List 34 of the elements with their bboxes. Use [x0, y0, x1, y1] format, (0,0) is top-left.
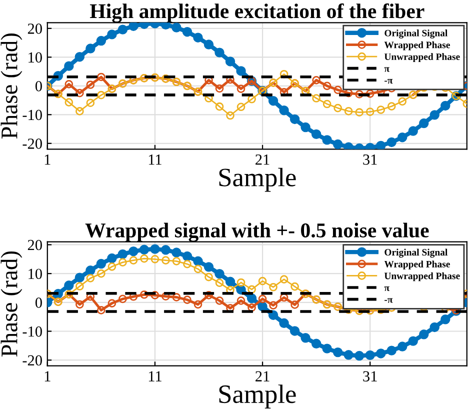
legend-label: Wrapped Phase: [384, 260, 450, 270]
x-axis-title: Sample: [219, 168, 296, 192]
x-tick-label: 21: [256, 154, 270, 165]
x-tick-label: 31: [363, 371, 377, 382]
y-tick-label: -20: [22, 355, 42, 366]
y-tick-label: 0: [35, 298, 42, 308]
x-tick-label: 31: [363, 154, 377, 165]
legend-label: Wrapped Phase: [384, 41, 450, 50]
ref-line-label: π: [384, 67, 390, 72]
y-tick-label: -10: [22, 110, 42, 120]
y-tick-label: 10: [28, 52, 42, 63]
x-tick-label: 11: [148, 371, 162, 382]
ref-line-label: π: [384, 286, 390, 292]
y-tick-label: -20: [22, 138, 42, 149]
y-tick-label: 0: [35, 81, 42, 92]
y-axis-title: Phase (rad): [0, 251, 22, 357]
x-tick-label: 11: [148, 154, 162, 165]
x-tick-label: 1: [44, 154, 50, 165]
legend-label: Original Signal: [384, 248, 448, 258]
legend-label: Unwrapped Phase: [384, 272, 460, 282]
y-tick-label: 20: [28, 240, 42, 250]
x-tick-label: 1: [44, 371, 50, 382]
y-tick-label: -10: [22, 326, 42, 337]
y-tick-label: 10: [28, 268, 42, 280]
legend-label: -π: [384, 298, 393, 303]
x-axis-title: Sample: [219, 384, 296, 409]
chart-title: Wrapped signal with +- 0.5 noise value: [85, 222, 429, 242]
chart-title: High amplitude excitation of the fiber: [90, 3, 424, 23]
y-tick-label: 20: [28, 24, 42, 34]
x-tick-label: 21: [256, 371, 270, 382]
y-axis-title: Phase (rad): [0, 34, 22, 139]
legend-label: -π: [384, 79, 393, 84]
legend-label: Unwrapped Phase: [384, 53, 460, 62]
legend-label: Original Signal: [384, 30, 448, 38]
